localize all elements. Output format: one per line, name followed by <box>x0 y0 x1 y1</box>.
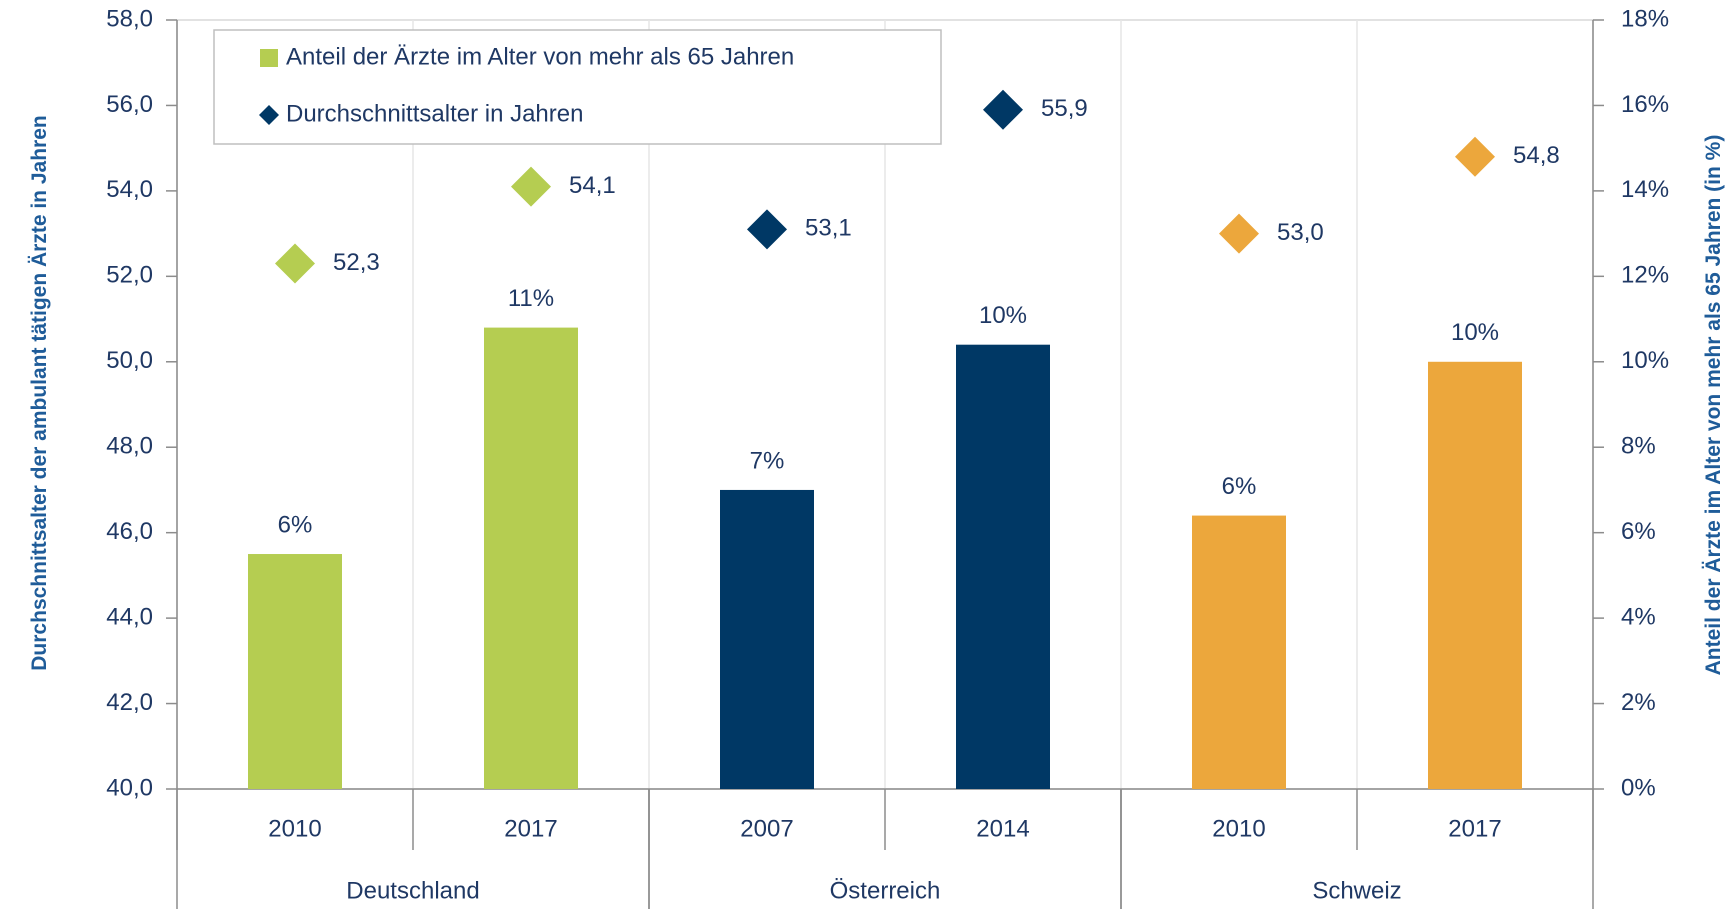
y2-tick-label: 16% <box>1621 91 1669 118</box>
y2-tick-label: 8% <box>1621 433 1656 460</box>
marker-value-label: 53,0 <box>1277 219 1324 246</box>
bar <box>484 327 578 789</box>
y-tick-label: 40,0 <box>106 774 153 801</box>
x-tick-label: 2017 <box>504 815 557 842</box>
bar <box>1192 515 1286 789</box>
y-tick-label: 58,0 <box>106 5 153 32</box>
y2-tick-label: 2% <box>1621 689 1656 716</box>
marker-value-label: 55,9 <box>1041 95 1088 122</box>
y2-axis-title: Anteil der Ärzte im Alter von mehr als 6… <box>1702 134 1725 676</box>
y-tick-label: 44,0 <box>106 603 153 630</box>
bar-value-label: 6% <box>278 511 313 538</box>
marker <box>1219 213 1259 254</box>
marker <box>1455 136 1495 177</box>
bar <box>1428 361 1522 789</box>
bar <box>956 344 1050 789</box>
marker-value-label: 54,1 <box>569 172 616 199</box>
marker-value-label: 52,3 <box>333 249 380 276</box>
marker <box>511 166 551 207</box>
bar-value-label: 10% <box>979 302 1027 329</box>
bar-value-label: 7% <box>750 447 785 474</box>
x-tick-label: 2017 <box>1448 815 1501 842</box>
x-tick-label: 2007 <box>740 815 793 842</box>
y2-tick-label: 18% <box>1621 5 1669 32</box>
y-tick-label: 56,0 <box>106 91 153 118</box>
y2-tick-label: 0% <box>1621 774 1656 801</box>
y2-tick-label: 6% <box>1621 518 1656 545</box>
marker <box>275 243 315 284</box>
group-label: Deutschland <box>346 877 479 904</box>
y-tick-label: 54,0 <box>106 176 153 203</box>
marker <box>983 89 1023 130</box>
legend-label: Anteil der Ärzte im Alter von mehr als 6… <box>286 43 794 70</box>
bar-value-label: 10% <box>1451 319 1499 346</box>
y2-tick-label: 4% <box>1621 603 1656 630</box>
group-label: Österreich <box>830 877 941 904</box>
legend-box <box>213 29 942 145</box>
legend-swatch <box>259 105 279 125</box>
marker-value-label: 54,8 <box>1513 142 1560 169</box>
y-tick-label: 42,0 <box>106 689 153 716</box>
y-tick-label: 50,0 <box>106 347 153 374</box>
y-axis-title: Durchschnittsalter der ambulant tätigen … <box>28 115 51 671</box>
x-tick-label: 2010 <box>1212 815 1265 842</box>
x-tick-label: 2010 <box>268 815 321 842</box>
bar <box>248 554 342 789</box>
marker <box>747 209 787 250</box>
marker-value-label: 53,1 <box>805 215 852 242</box>
y-tick-label: 52,0 <box>106 262 153 289</box>
y-tick-label: 48,0 <box>106 433 153 460</box>
bar <box>720 489 814 789</box>
y2-tick-label: 12% <box>1621 262 1669 289</box>
bar-value-label: 11% <box>508 285 554 312</box>
y2-tick-label: 10% <box>1621 347 1669 374</box>
y-tick-label: 46,0 <box>106 518 153 545</box>
bar-value-label: 6% <box>1222 473 1257 500</box>
group-label: Schweiz <box>1312 877 1401 904</box>
legend-label: Durchschnittsalter in Jahren <box>286 100 583 127</box>
x-tick-label: 2014 <box>976 815 1029 842</box>
legend-swatch <box>260 49 278 67</box>
y2-tick-label: 14% <box>1621 176 1669 203</box>
